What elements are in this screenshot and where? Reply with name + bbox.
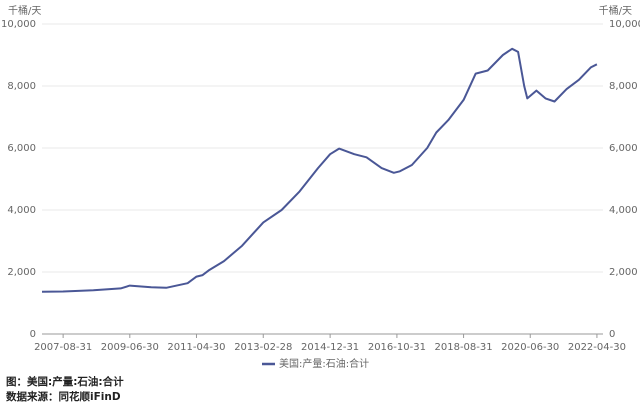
legend-label: 美国:产量:石油:合计 (279, 357, 369, 370)
y2-tick-label: 10,000 (609, 19, 640, 30)
x-tick-label: 2011-04-30 (167, 342, 225, 353)
y-tick-label: 4,000 (7, 205, 36, 216)
y-unit-left: 千桶/天 (8, 4, 41, 17)
x-tick-label: 2014-12-31 (301, 342, 359, 353)
y2-tick-label: 2,000 (609, 267, 638, 278)
y2-tick-label: 6,000 (609, 143, 638, 154)
y2-tick-label: 0 (609, 329, 615, 340)
figure-note: 图：美国:产量:石油:合计 (6, 375, 124, 388)
x-tick-label: 2022-04-30 (568, 342, 626, 353)
x-tick-label: 2018-08-31 (435, 342, 493, 353)
y-tick-label: 8,000 (7, 81, 36, 92)
source-note: 数据来源：同花顺iFinD (5, 390, 121, 403)
y-tick-label: 6,000 (7, 143, 36, 154)
x-tick-label: 2020-06-30 (501, 342, 559, 353)
x-tick-label: 2013-02-28 (234, 342, 292, 353)
x-tick-label: 2009-06-30 (101, 342, 159, 353)
y2-tick-label: 4,000 (609, 205, 638, 216)
y-tick-label: 0 (30, 329, 36, 340)
x-tick-label: 2016-10-31 (368, 342, 426, 353)
y-tick-label: 2,000 (7, 267, 36, 278)
y2-tick-label: 8,000 (609, 81, 638, 92)
data-line (41, 47, 598, 293)
y-unit-right: 千桶/天 (599, 4, 632, 17)
x-tick-label: 2007-08-31 (34, 342, 92, 353)
y-tick-label: 10,000 (1, 19, 36, 30)
